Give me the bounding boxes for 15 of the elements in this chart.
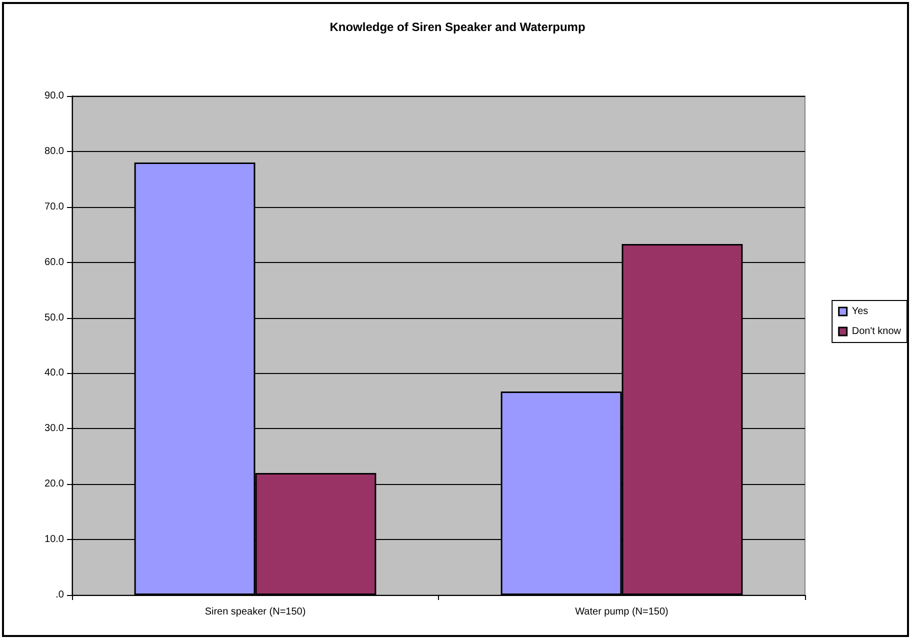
- chart-title: Knowledge of Siren Speaker and Waterpump: [330, 20, 586, 34]
- y-tick-label: 80.0: [44, 146, 64, 157]
- y-tick-label: 70.0: [44, 201, 64, 212]
- y-tick-label: 40.0: [44, 368, 64, 379]
- legend-label: Don't know: [852, 326, 902, 337]
- y-tick-label: 90.0: [44, 90, 64, 102]
- y-tick-label: 30.0: [44, 423, 64, 434]
- y-tick-label: .0: [56, 590, 64, 600]
- x-tick-label: Water pump (N=150): [575, 606, 668, 618]
- x-tick-label: Siren speaker (N=150): [204, 606, 306, 618]
- y-tick-label: 50.0: [44, 312, 64, 324]
- y-tick-label: 60.0: [44, 256, 64, 268]
- legend-label: Yes: [852, 306, 868, 317]
- y-tick-label: 10.0: [44, 534, 64, 546]
- y-tick-label: 20.0: [44, 478, 64, 490]
